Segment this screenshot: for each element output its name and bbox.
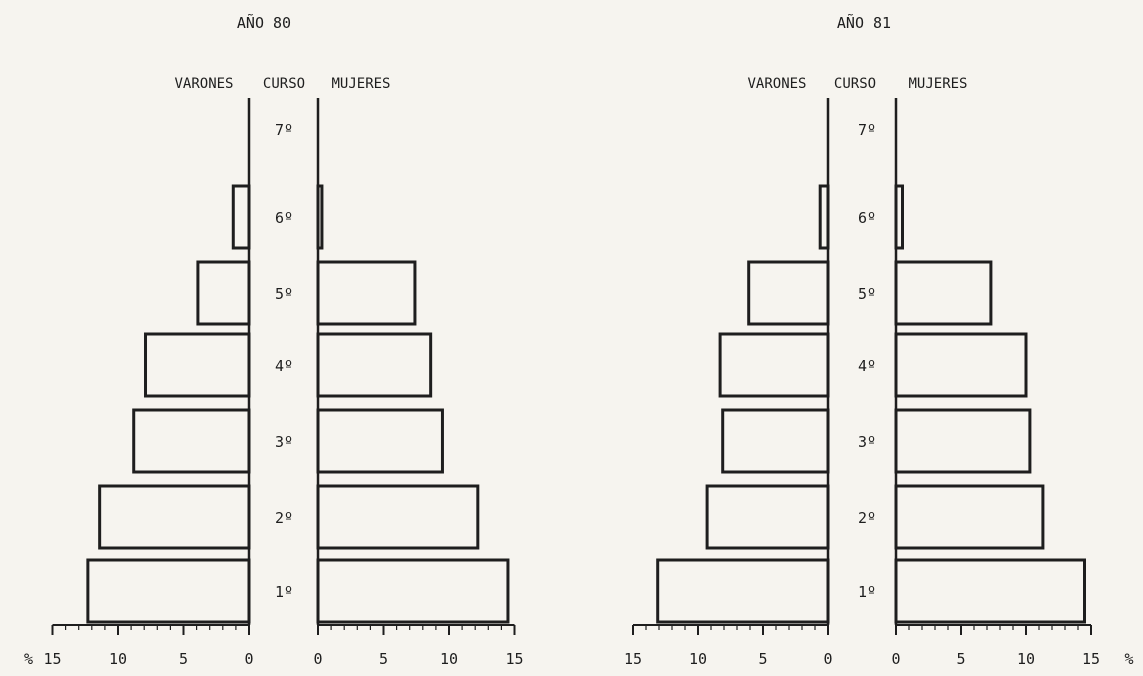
pyramid-panel-2: AÑO 81 VARONES CURSO MUJERES 7º 6º 5º 4º 3º 2º 1º 1…	[624, 13, 1134, 668]
tick-label-right: 10	[1017, 650, 1035, 668]
tick-label-left: 5	[179, 650, 188, 668]
course-label: 6º	[858, 209, 876, 227]
bar-varones-4	[144, 332, 251, 398]
course-label: 4º	[275, 357, 293, 375]
bar-mujeres-4	[316, 332, 433, 398]
bar-varones-4	[718, 332, 830, 398]
bar-mujeres-5	[316, 408, 444, 474]
chart-title: AÑO 81	[837, 13, 891, 32]
tick-label-right: 15	[1082, 650, 1100, 668]
bar-varones-2	[818, 184, 830, 250]
bar-mujeres-6	[316, 484, 480, 550]
percent-sign-left: %	[24, 650, 33, 668]
header-mujeres: MUJERES	[331, 76, 390, 92]
tick-label-right: 5	[956, 650, 965, 668]
bar-varones-5	[132, 408, 251, 474]
header-mujeres: MUJERES	[908, 76, 967, 92]
course-label: 5º	[858, 285, 876, 303]
percent-sign-right: %	[1124, 650, 1133, 668]
tick-label-right: 15	[505, 650, 523, 668]
pyramid-panel-1: AÑO 80 VARONES CURSO MUJERES 7º 6º 5º 4º 3º 2º 1º 1…	[24, 13, 524, 668]
header-curso: CURSO	[263, 76, 305, 92]
bar-varones-3	[196, 260, 251, 326]
bar-varones-2	[231, 184, 251, 250]
tick-label-right: 0	[891, 650, 900, 668]
bar-mujeres-6	[894, 484, 1045, 550]
tick-label-left: 0	[823, 650, 832, 668]
course-label: 2º	[858, 509, 876, 527]
tick-label-left: 0	[244, 650, 253, 668]
bar-varones-6	[705, 484, 830, 550]
tick-label-left: 5	[758, 650, 767, 668]
course-label: 3º	[858, 433, 876, 451]
bar-mujeres-5	[894, 408, 1032, 474]
bar-varones-5	[721, 408, 830, 474]
bar-varones-7	[86, 558, 251, 624]
bar-mujeres-3	[316, 260, 417, 326]
course-label: 7º	[858, 121, 876, 139]
bar-mujeres-2	[316, 184, 324, 250]
course-label: 4º	[858, 357, 876, 375]
bar-mujeres-2	[894, 184, 904, 250]
course-label: 6º	[275, 209, 293, 227]
tick-label-left: 10	[109, 650, 127, 668]
tick-label-right: 0	[313, 650, 322, 668]
course-label: 1º	[275, 583, 293, 601]
course-label: 3º	[275, 433, 293, 451]
header-varones: VARONES	[747, 76, 806, 92]
tick-label-left: 15	[624, 650, 642, 668]
bar-mujeres-7	[316, 558, 510, 624]
header-curso: CURSO	[834, 76, 876, 92]
chart-title: AÑO 80	[237, 13, 291, 32]
bar-varones-7	[656, 558, 830, 624]
course-label: 5º	[275, 285, 293, 303]
course-label: 2º	[275, 509, 293, 527]
bar-mujeres-4	[894, 332, 1028, 398]
course-label: 7º	[275, 121, 293, 139]
bar-mujeres-7	[894, 558, 1086, 624]
tick-label-left: 15	[43, 650, 61, 668]
bar-mujeres-3	[894, 260, 993, 326]
course-label: 1º	[858, 583, 876, 601]
tick-label-left: 10	[689, 650, 707, 668]
tick-label-right: 5	[379, 650, 388, 668]
bar-varones-6	[98, 484, 251, 550]
bar-varones-3	[747, 260, 830, 326]
tick-label-right: 10	[440, 650, 458, 668]
header-varones: VARONES	[174, 76, 233, 92]
